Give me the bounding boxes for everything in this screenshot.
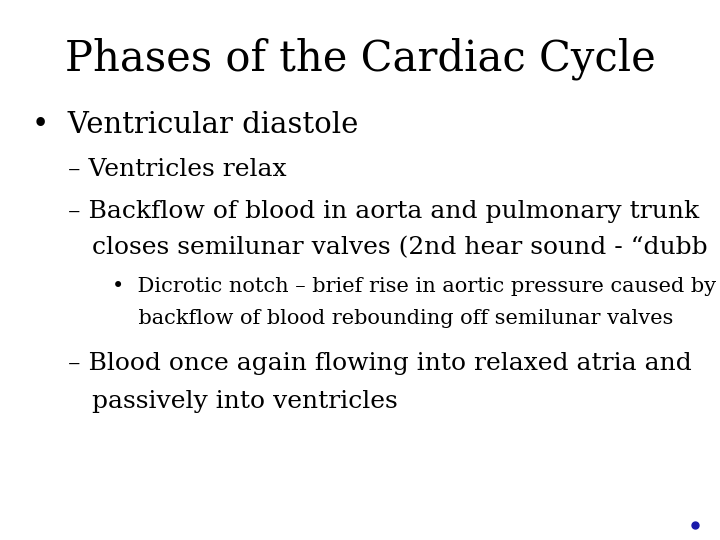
Text: •  Dicrotic notch – brief rise in aortic pressure caused by: • Dicrotic notch – brief rise in aortic …	[112, 277, 716, 296]
Text: closes semilunar valves (2nd hear sound - “dubb: closes semilunar valves (2nd hear sound …	[68, 237, 708, 260]
Text: passively into ventricles: passively into ventricles	[68, 390, 398, 413]
Text: backflow of blood rebounding off semilunar valves: backflow of blood rebounding off semilun…	[112, 309, 673, 328]
Text: Phases of the Cardiac Cycle: Phases of the Cardiac Cycle	[65, 38, 655, 80]
Text: – Ventricles relax: – Ventricles relax	[68, 158, 287, 181]
Text: – Backflow of blood in aorta and pulmonary trunk: – Backflow of blood in aorta and pulmona…	[68, 200, 700, 223]
Text: •  Ventricular diastole: • Ventricular diastole	[32, 111, 359, 139]
Text: – Blood once again flowing into relaxed atria and: – Blood once again flowing into relaxed …	[68, 352, 692, 375]
